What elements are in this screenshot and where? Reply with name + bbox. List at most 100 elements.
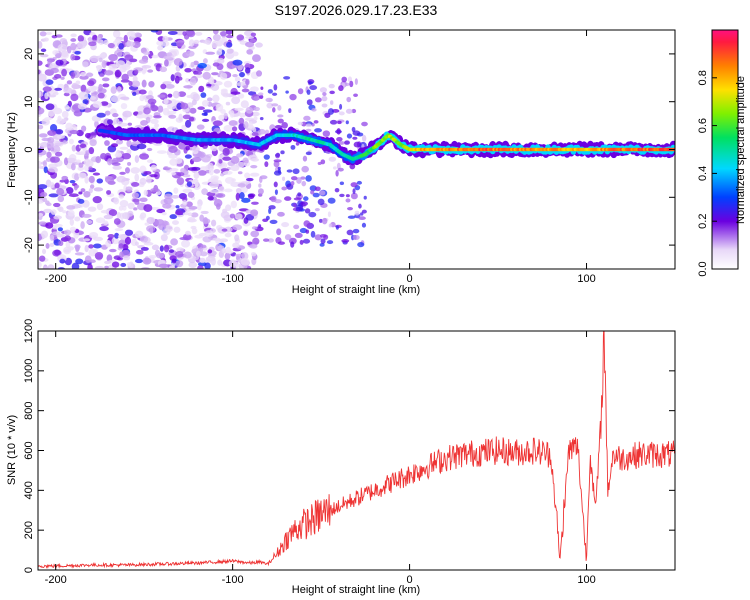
spectrogram-noise-blob — [79, 150, 86, 156]
spectrogram-noise-blob — [95, 156, 102, 164]
spectrogram-noise-blob — [288, 108, 292, 113]
spectrogram-noise-blob — [219, 31, 227, 37]
colorbar-ticks: 0.0 0.2 0.4 0.6 0.8 — [697, 70, 717, 277]
spectrogram-noise-blob — [230, 155, 240, 164]
spectrogram-noise-blob — [38, 90, 42, 98]
spectrogram-noise-blob — [74, 244, 81, 250]
spectrogram-noise-blob — [218, 238, 229, 243]
y-tick-label: 400 — [23, 481, 35, 499]
spectrogram-noise-blob — [83, 30, 92, 36]
spectrogram-noise-blob — [64, 257, 73, 266]
spectrogram-noise-blob — [63, 246, 72, 255]
spectrogram-noise-blob — [277, 166, 281, 171]
spectrogram-noise-blob — [43, 208, 53, 214]
spectrogram-noise-blob — [219, 37, 228, 43]
spectrogram-noise-blob — [49, 234, 55, 242]
spectrogram-noise-blob — [134, 241, 139, 246]
spectrogram-noise-blob — [352, 228, 360, 234]
spectrogram-noise-blob — [290, 241, 295, 248]
spectrogram-noise-blob — [59, 38, 68, 43]
spectrogram-noise-blob — [341, 239, 350, 243]
y-tick-label: 1200 — [23, 319, 35, 343]
spectrogram-noise-blob — [100, 209, 111, 214]
spectrogram-noise-blob — [143, 204, 153, 212]
spectrogram-noise-blob — [225, 30, 233, 35]
spectrogram-noise-blob — [127, 202, 135, 210]
spectrogram-noise-blob — [61, 68, 68, 77]
spectrogram-noise-blob — [77, 35, 85, 42]
spectrogram-noise-blob — [86, 220, 93, 225]
spectrogram-noise-blob — [156, 208, 166, 214]
spectrogram-noise-blob — [74, 51, 81, 55]
spectrogram-noise-blob — [53, 215, 63, 220]
spectrogram-noise-blob — [147, 69, 154, 73]
spectrogram-noise-blob — [317, 198, 325, 206]
spectrogram-noise-blob — [207, 195, 214, 201]
spectrogram-noise-blob — [301, 165, 309, 173]
spectrogram-x-label: Height of straight line (km) — [292, 284, 420, 296]
spectrogram-noise-blob — [74, 252, 85, 256]
spectrogram-noise-blob — [134, 199, 140, 205]
spectrogram-noise-blob — [160, 83, 167, 90]
spectrogram-noise-blob — [345, 120, 349, 125]
spectrogram-noise-blob — [39, 54, 49, 58]
spectrogram-noise-blob — [103, 214, 114, 220]
spectrogram-noise-blob — [273, 170, 282, 176]
spectrogram-noise-blob — [57, 115, 62, 122]
spectrogram-noise-blob — [134, 155, 140, 163]
spectrogram-noise-blob — [268, 205, 276, 210]
spectrogram-y-label: Frequency (Hz) — [6, 112, 18, 188]
x-tick-label: -100 — [222, 273, 244, 285]
spectrogram-noise-blob — [61, 110, 69, 118]
spectrogram-noise-blob — [135, 249, 144, 255]
x-tick-label: 100 — [577, 273, 595, 285]
spectrogram-noise-blob — [103, 70, 114, 76]
spectrogram-noise-blob — [168, 145, 178, 153]
spectrogram-noise-blob — [187, 167, 198, 171]
spectrogram-noise-blob — [218, 159, 223, 164]
spectrogram-noise-blob — [164, 59, 169, 67]
spectrogram-noise-blob — [190, 61, 195, 68]
spectrogram-noise-blob — [251, 226, 258, 230]
spectrogram-noise-blob — [189, 77, 197, 86]
spectrogram-noise-blob — [90, 55, 99, 63]
spectrogram-noise-blob — [231, 96, 241, 105]
spectrogram-noise-blob — [137, 111, 143, 115]
y-tick-label: 200 — [23, 521, 35, 539]
spectrogram-noise-blob — [96, 112, 106, 118]
spectrogram-noise-blob — [63, 92, 70, 97]
spectrogram-noise-blob — [144, 222, 150, 226]
spectrogram-noise-blob — [99, 226, 109, 232]
spectrogram-noise-blob — [162, 81, 172, 85]
spectrogram-noise-blob — [45, 157, 52, 162]
spectrogram-noise-blob — [38, 199, 44, 204]
spectrogram-noise-blob — [275, 153, 280, 159]
spectrogram-noise-blob — [236, 153, 244, 158]
spectrogram-noise-blob — [169, 214, 178, 220]
spectrogram-noise-blob — [250, 32, 257, 37]
spectrogram-noise-blob — [113, 197, 120, 205]
spectrogram-noise-blob — [119, 199, 129, 207]
spectrogram-noise-blob — [259, 117, 264, 121]
spectrogram-noise-blob — [126, 140, 132, 148]
spectrogram-noise-blob — [193, 39, 200, 45]
spectrogram-noise-blob — [240, 258, 250, 266]
spectrogram-noise-blob — [286, 169, 293, 173]
spectrogram-noise-blob — [222, 156, 232, 161]
spectrogram-noise-blob — [43, 37, 49, 42]
spectrogram-noise-blob — [38, 255, 46, 262]
spectrogram-noise-blob — [310, 190, 315, 195]
spectrogram-noise-blob — [311, 108, 317, 112]
spectrogram-noise-blob — [201, 112, 208, 116]
spectrogram-noise-blob — [139, 153, 150, 160]
spectrogram-noise-blob — [109, 61, 114, 65]
spectrogram-noise-blob — [258, 183, 262, 188]
spectrogram-noise-blob — [229, 110, 235, 118]
snr-panel: -200 -100 0 100 0 200 400 600 800 1000 1200 Heigh… — [6, 319, 676, 596]
spectrogram-noise-blob — [167, 30, 178, 35]
spectrogram-noise-blob — [201, 188, 208, 196]
spectrogram-noise-blob — [238, 191, 245, 200]
spectrogram-noise-blob — [83, 190, 91, 198]
spectrogram-noise-blob — [246, 49, 254, 55]
spectrogram-noise-blob — [190, 212, 199, 218]
